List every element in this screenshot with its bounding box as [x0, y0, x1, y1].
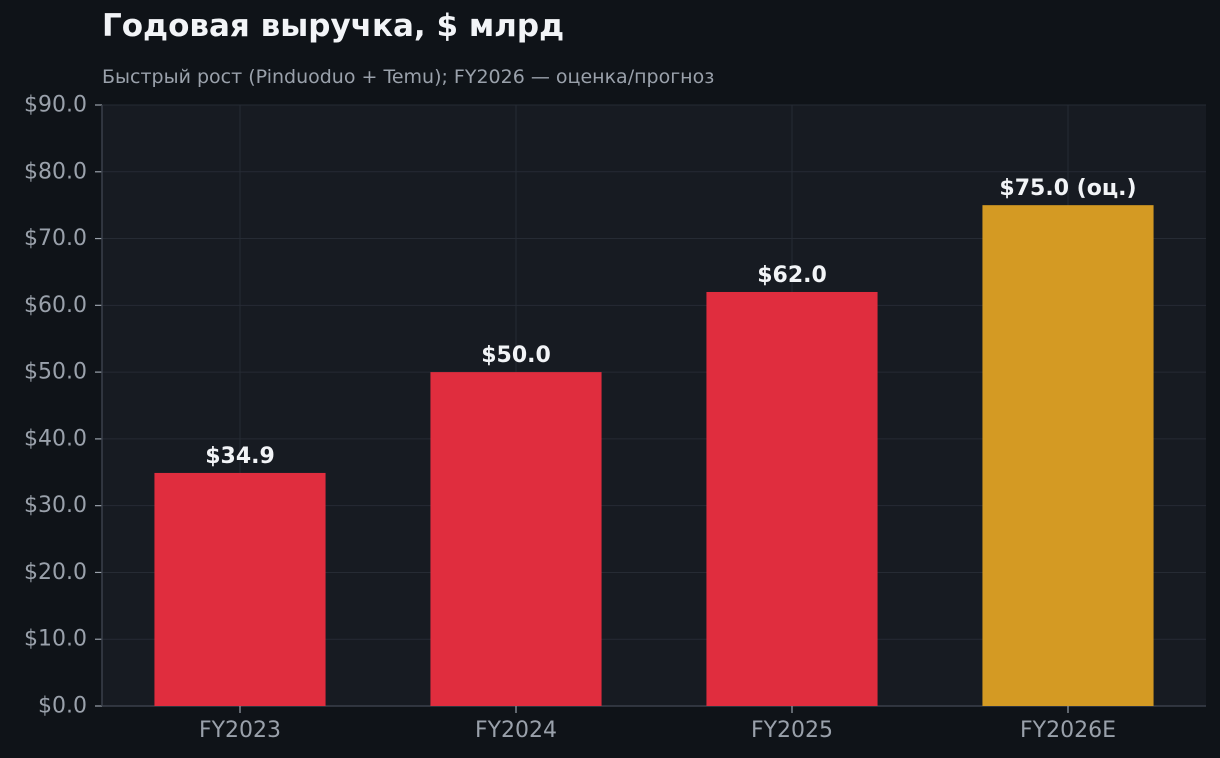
y-tick-label: $80.0 [24, 159, 87, 184]
y-tick-label: $0.0 [38, 694, 87, 719]
bar-fy2026e [982, 205, 1154, 706]
bar-value-label: $34.9 [205, 444, 275, 469]
y-tick-label: $20.0 [24, 560, 87, 585]
chart-title: Годовая выручка, $ млрд [102, 8, 565, 44]
y-tick-label: $90.0 [24, 93, 87, 118]
y-tick-label: $30.0 [24, 493, 87, 518]
bar-value-label: $62.0 [757, 263, 827, 288]
bar-fy2023 [154, 472, 326, 706]
tick-labels: $0.0 $10.0 $20.0 $30.0 $40.0 $50.0 $60.0 $70.0 $… [24, 93, 1116, 744]
bar-fy2025 [706, 291, 878, 706]
x-tick-label: FY2026E [1020, 718, 1116, 743]
x-tick-label: FY2024 [475, 718, 557, 743]
bar-value-label: $75.0 (оц.) [999, 176, 1136, 201]
bars [154, 205, 1154, 706]
y-tick-label: $40.0 [24, 426, 87, 451]
bar-value-label: $50.0 [481, 343, 551, 368]
x-tick-label: FY2023 [199, 718, 281, 743]
chart-subtitle: Быстрый рост (Pinduoduo + Temu); FY2026 … [102, 66, 715, 88]
y-tick-label: $60.0 [24, 293, 87, 318]
y-tick-label: $10.0 [24, 627, 87, 652]
x-tick-label: FY2025 [751, 718, 833, 743]
y-tick-label: $50.0 [24, 360, 87, 385]
bar-fy2024 [430, 372, 602, 706]
data-labels: $34.9 $50.0 $62.0 $75.0 (оц.) [205, 176, 1136, 469]
y-tick-label: $70.0 [24, 226, 87, 251]
